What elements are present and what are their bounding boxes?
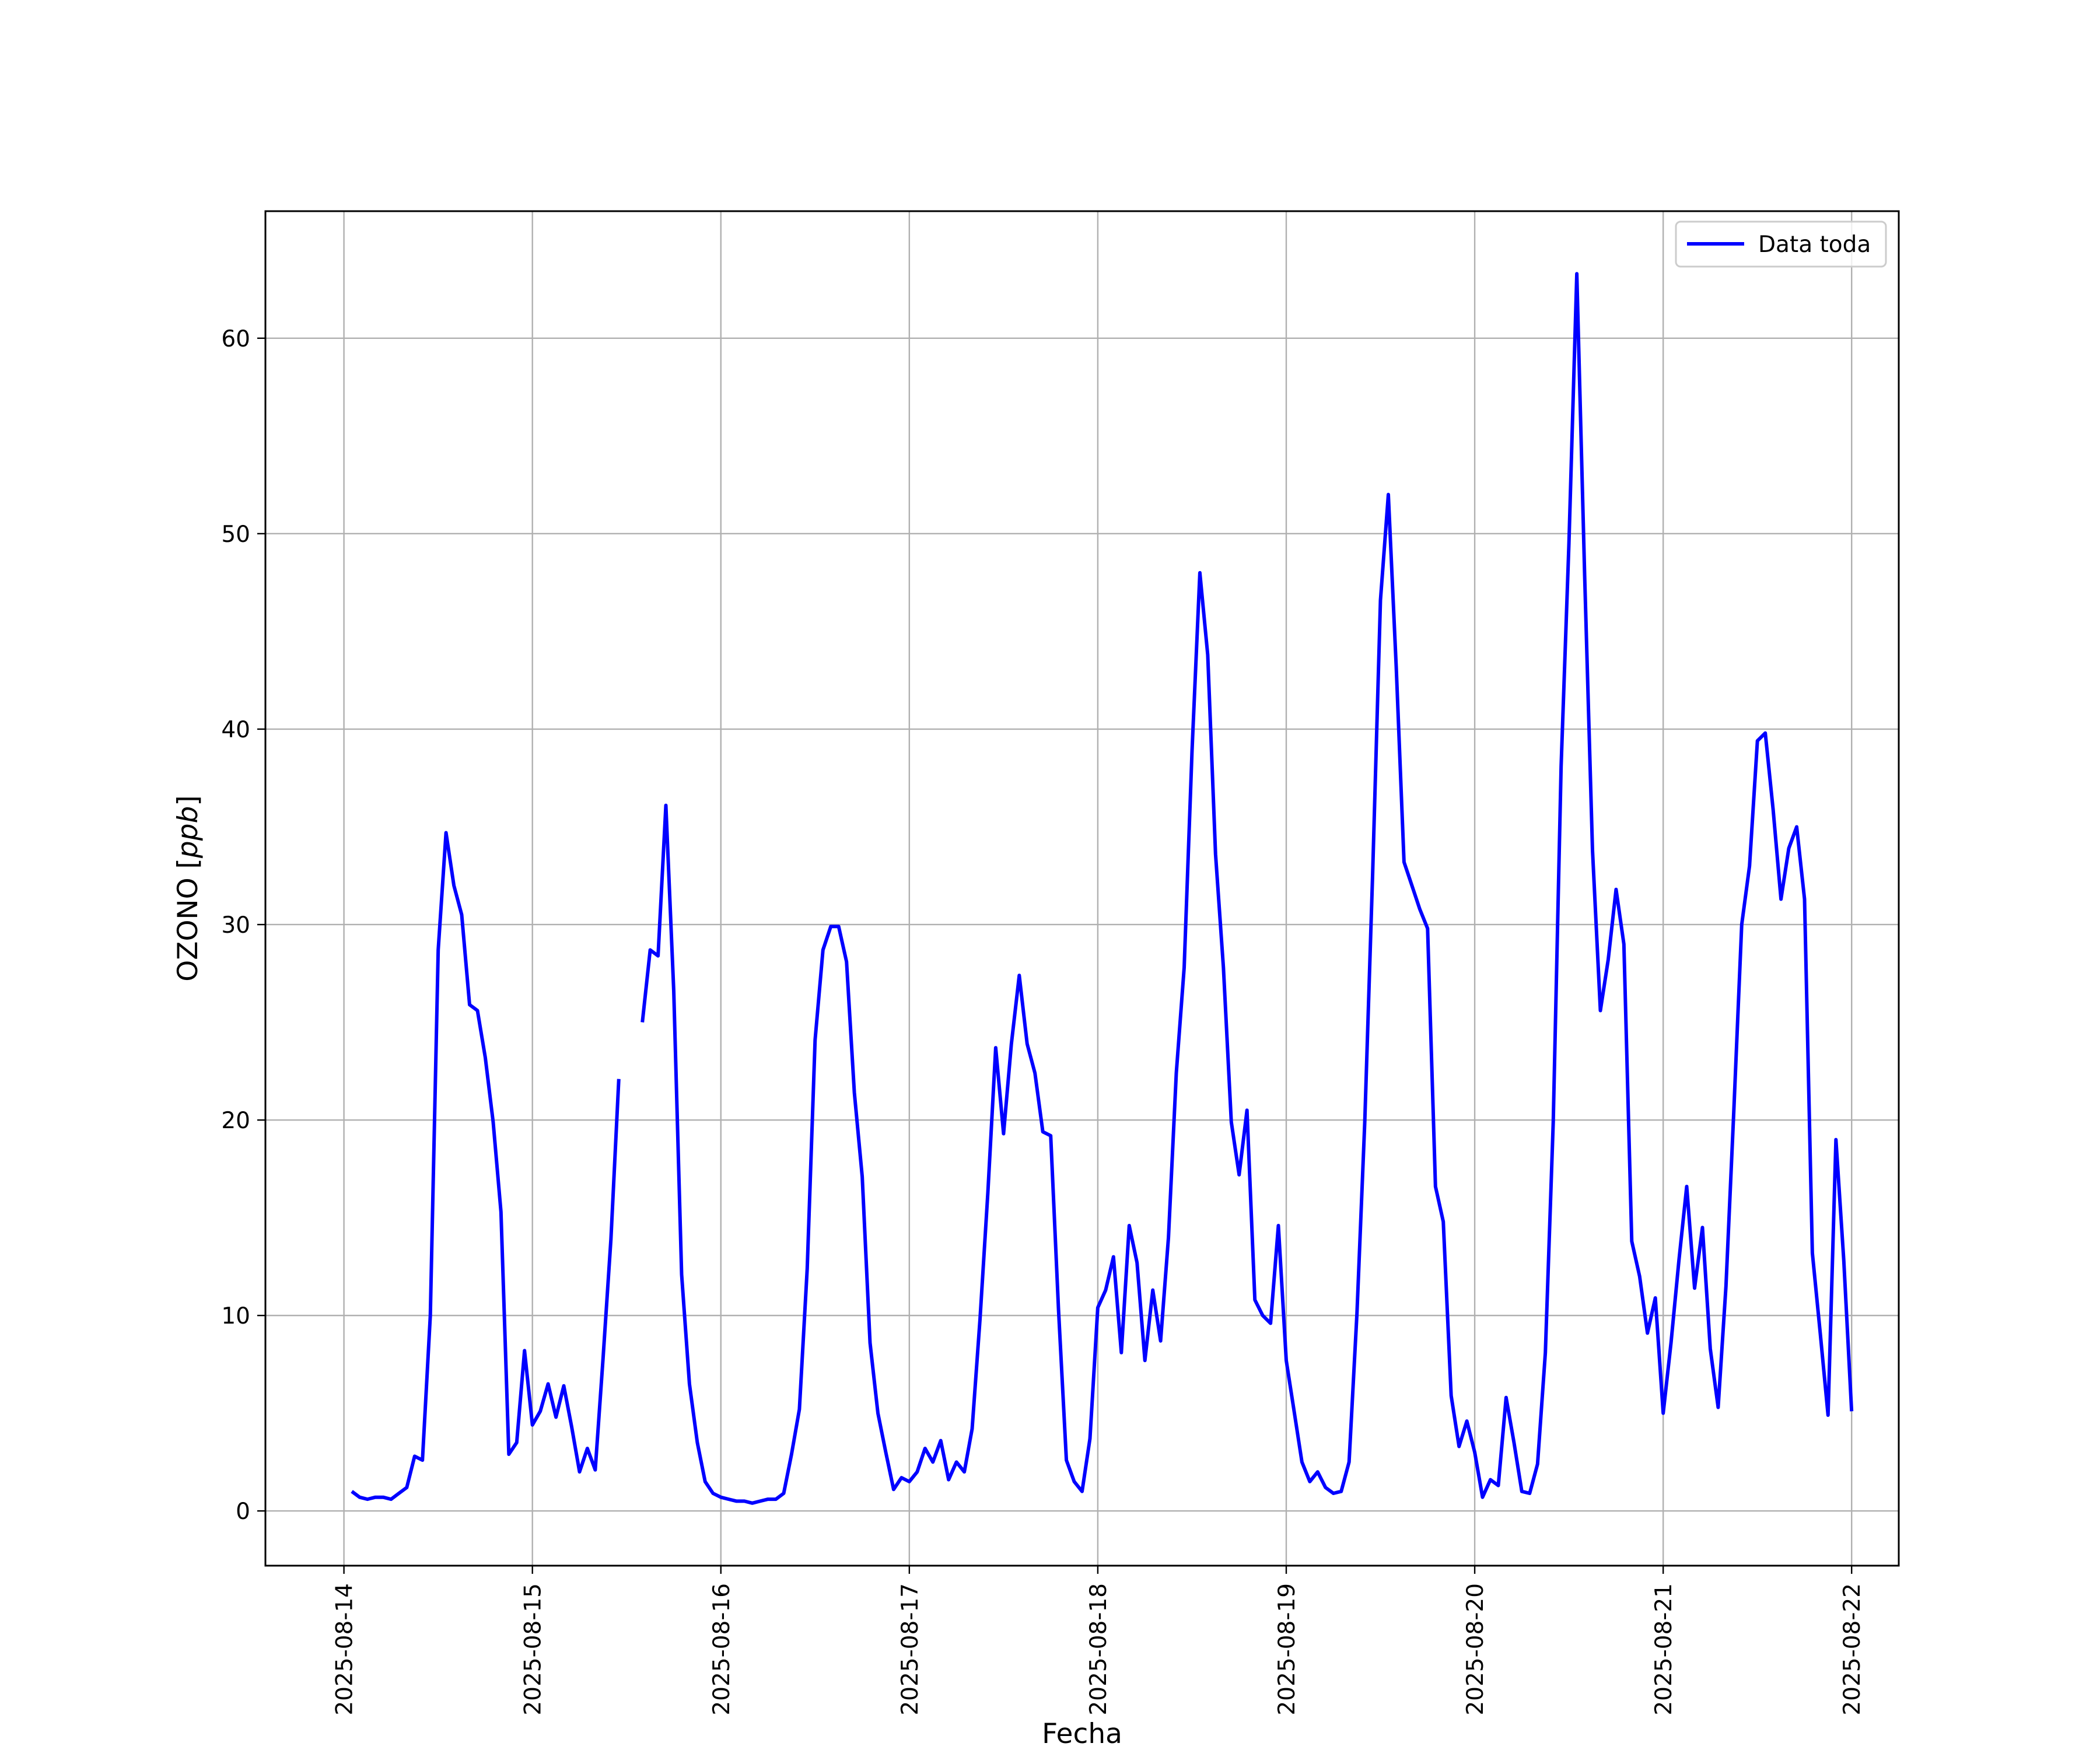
series-line	[351, 831, 621, 1502]
y-tick-label: 60	[221, 326, 250, 352]
grid-lines	[265, 211, 1899, 1566]
x-tick-label: 2025-08-16	[709, 1583, 735, 1716]
y-tick-label: 20	[221, 1108, 250, 1134]
legend: Data toda	[1675, 220, 1887, 268]
x-tick-label: 2025-08-17	[897, 1583, 923, 1716]
x-tick-label: 2025-08-15	[520, 1583, 547, 1716]
y-tick-label: 40	[221, 717, 250, 743]
y-axis-label-close: ]	[172, 795, 204, 806]
y-axis-label-unit: ppb	[172, 806, 204, 859]
plot-frame	[264, 210, 1900, 1567]
y-tick-label: 0	[236, 1499, 250, 1525]
x-axis-ticks: 2025-08-14 2025-08-15 2025-08-16 2025-08-17…	[332, 1566, 1866, 1716]
y-axis-ticks: 0 10 20 30 40 50 60	[221, 326, 265, 1525]
x-tick-label: 2025-08-22	[1839, 1583, 1866, 1716]
y-tick-label: 30	[221, 912, 250, 939]
x-tick-label: 2025-08-18	[1086, 1583, 1112, 1716]
x-tick-label: 2025-08-14	[332, 1583, 358, 1716]
legend-box	[1675, 220, 1887, 268]
y-axis-label-text: OZONO [	[172, 858, 204, 982]
x-tick-label: 2025-08-19	[1274, 1583, 1300, 1716]
y-tick-label: 50	[221, 522, 250, 548]
x-tick-label: 2025-08-21	[1651, 1583, 1677, 1716]
y-axis-label: OZONO [ppb]	[172, 795, 204, 981]
legend-label: Data toda	[1758, 232, 1871, 258]
y-tick-label: 10	[221, 1303, 250, 1329]
x-axis-label: Fecha	[1042, 1718, 1122, 1750]
x-tick-label: 2025-08-20	[1462, 1583, 1489, 1716]
series-layer	[351, 272, 1854, 1505]
series-line	[640, 272, 1854, 1505]
